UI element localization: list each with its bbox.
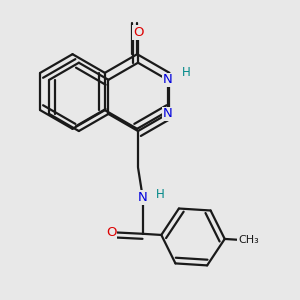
Text: O: O (106, 226, 116, 239)
Text: N: N (138, 191, 148, 204)
Text: CH₃: CH₃ (238, 236, 259, 245)
Text: H: H (155, 188, 164, 201)
Text: N: N (163, 107, 172, 121)
Text: N: N (163, 73, 172, 86)
Text: O: O (133, 26, 143, 39)
Text: H: H (182, 66, 190, 79)
